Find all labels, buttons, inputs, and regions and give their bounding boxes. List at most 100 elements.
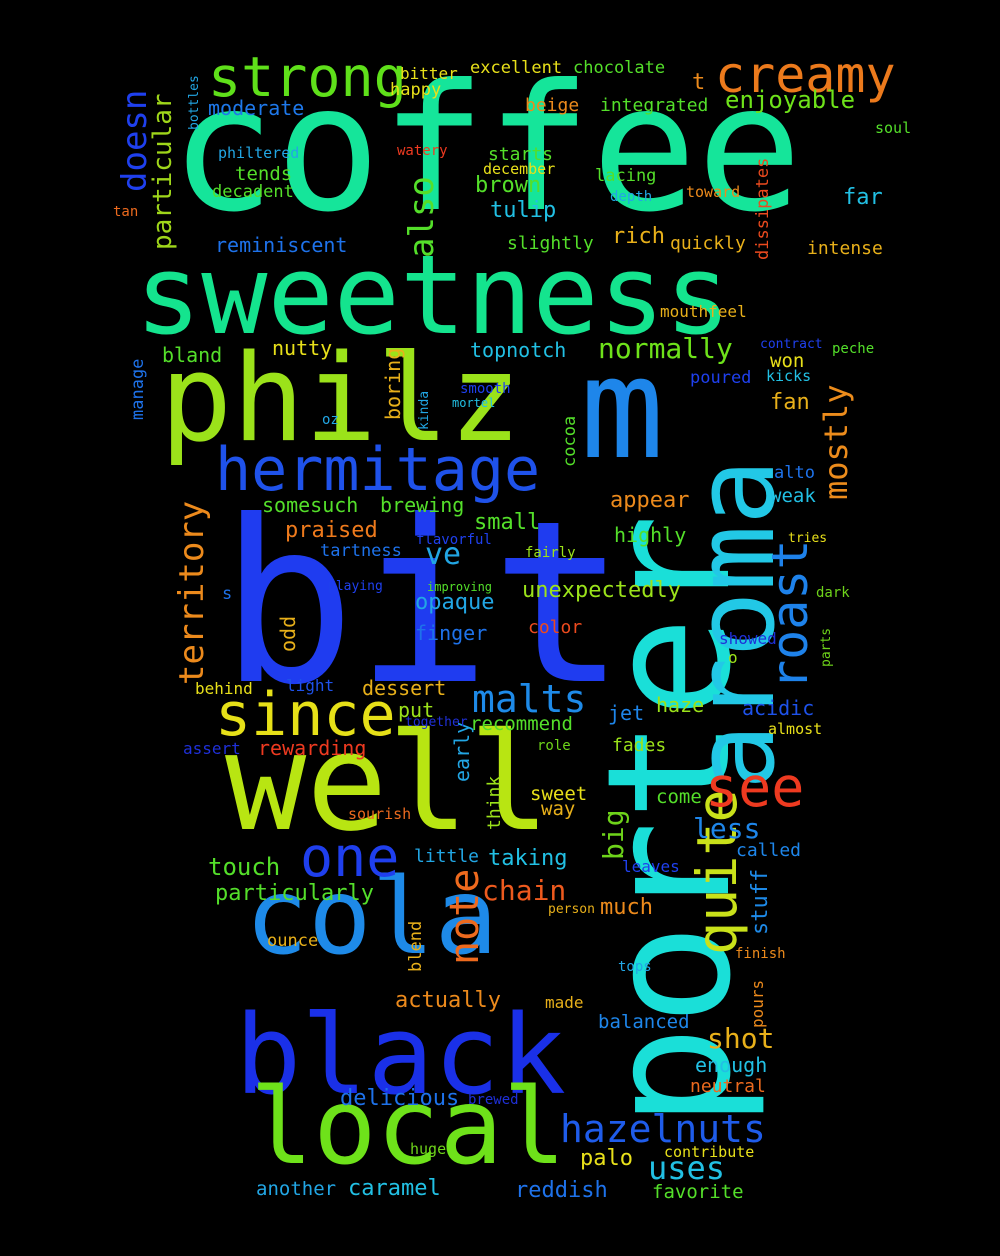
word-starts: starts [488,144,554,165]
word-boring: boring [381,347,405,420]
word-doesn: doesn [115,89,155,192]
word-neutral: neutral [690,1076,766,1097]
word-fan: fan [770,390,810,415]
word-sourish: sourish [348,805,412,823]
word-stuff: stuff [748,868,773,935]
word-finish: finish [735,946,786,962]
word-blend: blend [406,920,426,972]
word-finger: finger [415,621,488,645]
word-palo: palo [580,1146,633,1171]
word-oz: oz [322,412,339,428]
word-bottles: bottles [187,75,202,130]
word-toward: toward [686,183,741,201]
word-decadent: decadent [212,182,294,202]
word-little: little [414,846,480,867]
word-jet: jet [608,701,645,725]
word-light: light [286,676,335,695]
word-actually: actually [395,988,501,1013]
word-moderate: moderate [208,96,305,120]
word-coffee: coffee [170,48,803,251]
word-won: won [770,350,805,372]
word-shot: shot [707,1022,775,1055]
word-weak: weak [770,485,816,507]
word-recommend: recommend [470,713,573,735]
word-favorite: favorite [652,1181,744,1203]
word-uses: uses [648,1149,726,1187]
word-kicks: kicks [766,367,812,385]
word-tends: tends [235,163,293,185]
word-mouthfeel: mouthfeel [660,302,747,321]
word-note: note [442,868,488,965]
word-called: called [736,840,802,861]
word-taking: taking [488,846,568,871]
word-enjoyable: enjoyable [725,86,856,114]
word-philtered: philtered [218,144,300,162]
word-particular: particular [148,93,178,250]
word-lacing: lacing [595,166,657,186]
word-huge: huge [410,1140,447,1158]
word-nutty: nutty [272,336,333,360]
word-bland: bland [162,343,223,367]
word-creamy: creamy [715,46,896,104]
word-way: way [541,798,576,820]
word-pours: pours [748,979,767,1028]
word-alto: alto [774,463,815,483]
word-s: s [222,584,233,604]
word-manage: manage [128,358,148,420]
word-acidic: acidic [742,696,815,720]
word-flavorful: flavorful [416,532,492,548]
word-mostly: mostly [817,384,855,500]
word-tan: tan [113,204,139,220]
word-kinda: kinda [417,390,432,430]
word-one: one [300,825,400,889]
word-cola: cola [245,856,498,978]
word-haze: haze [656,693,705,717]
word-opaque: opaque [415,590,495,615]
word-dark: dark [816,585,850,601]
word-happy: happy [390,80,442,100]
word-small: small [474,510,541,535]
word-early: early [450,721,474,782]
word-dissipates: dissipates [753,157,773,260]
word-ve: ve [425,537,462,572]
word-rewarding: rewarding [258,736,367,760]
word-roast: roast [761,539,819,690]
word-leaves: leaves [622,857,680,876]
word-quickly: quickly [670,233,746,254]
word-appear: appear [610,488,690,513]
word-somesuch: somesuch [262,493,359,517]
word-parts: parts [819,627,834,667]
word-bit: bit [220,473,627,735]
word-black: black [235,991,567,1119]
word-odd: odd [276,615,300,652]
word-integrated: integrated [600,95,709,116]
word-slightly: slightly [507,233,594,254]
word-intense: intense [807,238,883,259]
word-sweet: sweet [530,783,588,805]
word-almost: almost [768,720,823,738]
word-also: also [402,176,442,258]
word-philz: philz [160,330,522,469]
word-territory: territory [172,500,212,685]
word-soul: soul [875,119,912,137]
word-december: december [483,160,556,178]
word-brewing: brewing [380,493,465,517]
word-rich: rich [612,224,665,249]
word-since: since [215,680,396,750]
word-showed: showed [719,629,777,648]
word-reminiscent: reminiscent [215,233,348,257]
word-see: see [705,755,805,819]
word-dessert: dessert [362,676,447,700]
word-playing: playing [328,579,383,594]
word-think: think [484,775,505,830]
word-topnotch: topnotch [470,338,567,362]
word-far: far [843,185,883,210]
word-another: another [256,1178,337,1200]
word-made: made [545,993,584,1012]
word-hermitage: hermitage [215,435,541,505]
word-excellent: excellent [470,58,563,78]
word-bitter: bitter [400,64,458,83]
word-put: put [398,698,435,722]
word-peche: peche [832,341,875,357]
